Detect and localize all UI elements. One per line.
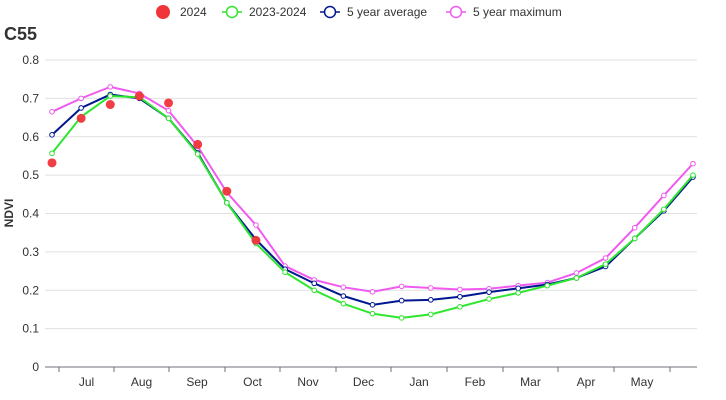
series-2023-2024	[49, 93, 696, 321]
data-point	[193, 139, 203, 149]
y-tick-label: 0.1	[22, 322, 39, 336]
legend-item[interactable]: 2024	[156, 5, 207, 19]
data-point	[544, 282, 551, 289]
x-tick-label: May	[631, 375, 654, 389]
data-point	[222, 186, 232, 196]
data-point	[515, 285, 521, 292]
legend-marker	[323, 5, 337, 19]
series-line	[51, 95, 694, 319]
data-point	[398, 315, 405, 321]
y-axis-label: NDVI	[2, 199, 16, 228]
legend-item[interactable]: 5 year average	[320, 5, 427, 19]
data-point	[369, 288, 376, 295]
y-tick-label: 0.5	[22, 168, 39, 182]
data-point	[427, 285, 434, 291]
axes: 0 0.1 0.2 0.3 0.4 0.5 0.6 0.7 0.8 Jul Aug Sep Oct Nov…	[22, 53, 697, 389]
data-point	[690, 172, 696, 178]
series-5-year-average	[49, 91, 696, 308]
data-point	[78, 105, 84, 111]
data-point	[457, 303, 463, 310]
series-line	[51, 93, 694, 306]
data-point	[631, 235, 638, 242]
data-point	[251, 235, 261, 245]
legend-marker	[225, 5, 239, 19]
series-2024	[47, 91, 261, 245]
legend-item[interactable]: 5 year maximum	[446, 5, 562, 19]
series-5-year-maximum	[49, 84, 696, 295]
series-layer	[47, 84, 696, 321]
legend-label: 2023-2024	[249, 5, 307, 19]
x-tick-label: Sep	[186, 375, 208, 389]
data-point	[602, 255, 609, 261]
y-tick-label: 0.4	[22, 207, 39, 221]
legend-label: 5 year maximum	[473, 5, 562, 19]
data-point	[224, 199, 230, 206]
data-point	[690, 160, 696, 167]
data-point	[47, 158, 57, 168]
data-point	[457, 293, 463, 300]
data-point	[427, 297, 434, 303]
data-point	[194, 151, 201, 157]
x-tick-label: Nov	[297, 375, 318, 389]
data-point	[457, 286, 463, 293]
data-point	[661, 192, 667, 199]
data-point	[427, 311, 434, 318]
x-tick-label: Jul	[79, 375, 94, 389]
data-point	[573, 275, 580, 281]
data-point	[164, 98, 174, 108]
x-tick-label: Apr	[577, 375, 596, 389]
data-point	[165, 115, 172, 122]
data-point	[661, 206, 667, 213]
data-point	[486, 296, 492, 302]
data-point	[340, 300, 347, 307]
legend-label: 2024	[180, 5, 207, 19]
y-tick-label: 0.2	[22, 283, 39, 297]
chart-title: C55	[4, 24, 37, 44]
legend-marker	[156, 5, 170, 19]
data-point	[49, 109, 55, 115]
data-point	[602, 261, 609, 267]
data-point	[49, 132, 55, 138]
data-point	[573, 270, 580, 276]
data-point	[398, 297, 405, 304]
data-point	[369, 310, 376, 317]
data-point	[340, 293, 347, 299]
series-line	[51, 85, 694, 293]
data-point	[107, 93, 114, 99]
y-tick-label: 0.3	[22, 245, 39, 259]
y-tick-label: 0.7	[22, 91, 39, 105]
legend[interactable]: 2024 2023-2024 5 year average 5 year maximu…	[156, 5, 562, 19]
legend-label: 5 year average	[347, 5, 427, 19]
data-point	[311, 287, 318, 294]
y-tick-label: 0.8	[22, 53, 39, 67]
data-point	[165, 107, 172, 114]
data-point	[398, 283, 405, 290]
data-point	[253, 222, 259, 228]
data-point	[311, 280, 318, 287]
y-tick-label: 0.6	[22, 130, 39, 144]
x-tick-label: Mar	[520, 375, 541, 389]
y-tick-label: 0	[32, 360, 39, 374]
data-point	[515, 290, 521, 296]
x-tick-label: Jan	[409, 375, 428, 389]
x-tick-label: Oct	[243, 375, 262, 389]
data-point	[78, 95, 84, 102]
data-point	[76, 113, 86, 123]
data-point	[282, 269, 288, 276]
data-point	[107, 84, 114, 90]
data-point	[49, 150, 55, 157]
data-point	[369, 302, 376, 308]
data-point	[105, 100, 115, 110]
legend-item[interactable]: 2023-2024	[222, 5, 307, 19]
x-tick-label: Dec	[353, 375, 374, 389]
legend-marker	[449, 5, 463, 19]
data-point	[486, 289, 492, 295]
x-tick-label: Aug	[131, 375, 152, 389]
x-tick-label: Feb	[465, 375, 486, 389]
data-point	[134, 91, 144, 101]
data-point	[340, 284, 347, 290]
data-point	[631, 224, 638, 231]
